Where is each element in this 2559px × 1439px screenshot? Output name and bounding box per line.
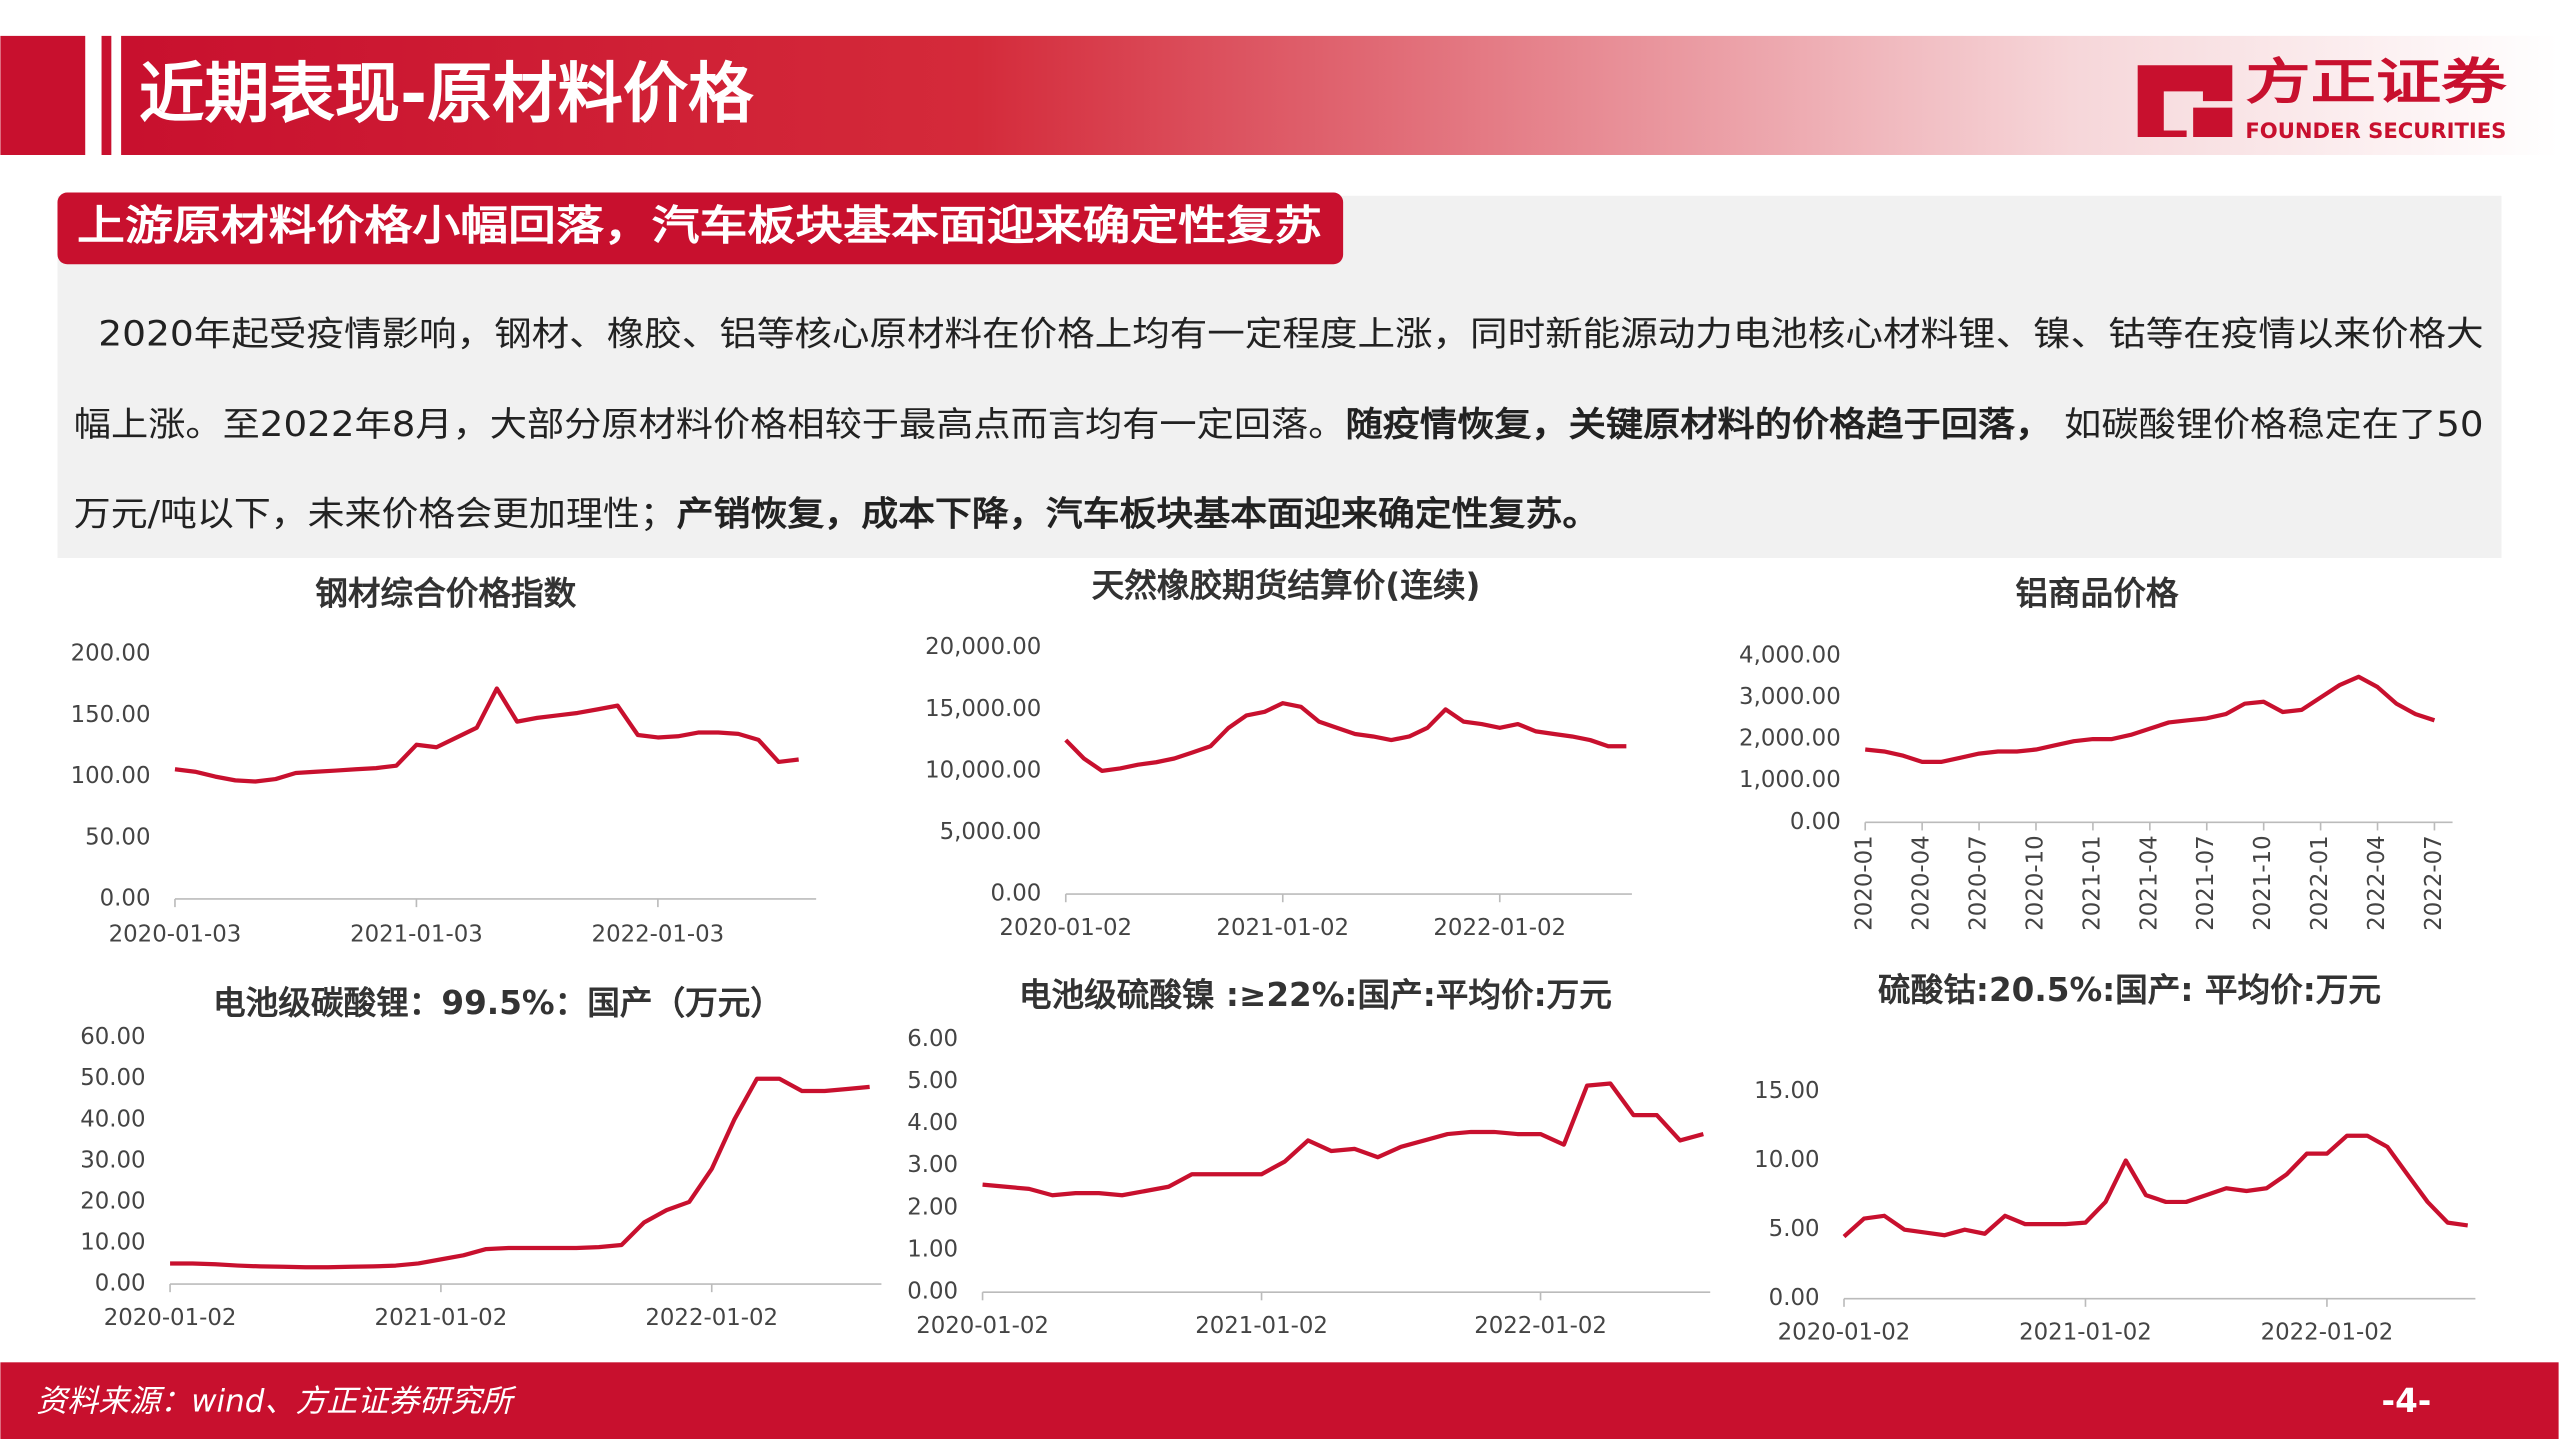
y-tick-label: 20,000.00 bbox=[925, 634, 1041, 660]
x-tick-label: 2020-01-02 bbox=[999, 915, 1132, 941]
y-tick-label: 15.00 bbox=[1754, 1078, 1819, 1104]
logo: 方正证券 FOUNDER SECURITIES bbox=[2137, 53, 2508, 143]
body-text: 幅上涨。至2022年8月，大部分原材料价格相较于最高点而言均有一定回落。 bbox=[74, 404, 1346, 444]
y-tick-label: 10,000.00 bbox=[925, 757, 1041, 783]
chart-title: 钢材综合价格指数 bbox=[315, 575, 576, 613]
x-tick-label: 2022-01-02 bbox=[1474, 1313, 1607, 1339]
x-tick-label: 2021-04 bbox=[2136, 835, 2162, 930]
y-tick-label: 4.00 bbox=[907, 1110, 958, 1136]
subtitle: 上游原材料价格小幅回落，汽车板块基本面迎来确定性复苏 bbox=[77, 201, 1322, 249]
body-text: 如碳酸锂价格稳定在了50 bbox=[2052, 404, 2483, 444]
y-tick-label: 10.00 bbox=[1754, 1147, 1819, 1173]
y-tick-label: 60.00 bbox=[80, 1024, 145, 1050]
x-tick-label: 2022-01-03 bbox=[592, 921, 725, 947]
y-tick-label: 3,000.00 bbox=[1739, 684, 1841, 710]
y-tick-label: 5.00 bbox=[907, 1068, 958, 1094]
x-tick-label: 2020-01 bbox=[1852, 835, 1878, 930]
y-tick-label: 5,000.00 bbox=[940, 819, 1042, 845]
x-tick-label: 2020-10 bbox=[2022, 835, 2048, 930]
x-tick-label: 2020-01-03 bbox=[109, 921, 242, 947]
chart-title: 硫酸钴:20.5%:国产: 平均价:万元 bbox=[1878, 971, 2381, 1009]
logo-mark bbox=[2193, 107, 2233, 138]
y-tick-label: 150.00 bbox=[71, 702, 151, 728]
y-tick-label: 0.00 bbox=[95, 1271, 146, 1297]
x-tick-label: 2020-01-02 bbox=[916, 1313, 1049, 1339]
x-tick-label: 2022-07 bbox=[2421, 835, 2447, 930]
price-line bbox=[982, 1081, 1704, 1198]
logo-en: FOUNDER SECURITIES bbox=[2245, 118, 2506, 143]
y-tick-label: 10.00 bbox=[80, 1229, 145, 1255]
x-tick-label: 2021-01-02 bbox=[1195, 1313, 1328, 1339]
body-text: 万元/吨以下，未来价格会更加理性； bbox=[74, 494, 677, 534]
chart-title: 电池级硫酸镍 :≥22%:国产:平均价:万元 bbox=[1019, 976, 1612, 1014]
y-tick-label: 2.00 bbox=[907, 1194, 958, 1220]
header-block bbox=[0, 35, 86, 155]
y-tick-label: 0.00 bbox=[907, 1279, 958, 1305]
x-tick-label: 2021-01-02 bbox=[2019, 1319, 2152, 1345]
logo-mark bbox=[2137, 65, 2233, 138]
body-bold: 随疫情恢复，关键原材料的价格趋于回落， bbox=[1345, 404, 2052, 444]
footer-bar bbox=[0, 1362, 2559, 1439]
x-tick-label: 2021-01-02 bbox=[1216, 915, 1349, 941]
y-tick-label: 0.00 bbox=[100, 885, 151, 911]
chart-title: 天然橡胶期货结算价(连续) bbox=[1092, 566, 1481, 604]
y-tick-label: 50.00 bbox=[80, 1065, 145, 1091]
x-tick-label: 2022-01-02 bbox=[2261, 1319, 2394, 1345]
body-line: 2020年起受疫情影响，钢材、橡胶、铝等核心原材料在价格上均有一定程度上涨，同时… bbox=[98, 315, 2483, 355]
price-line bbox=[174, 686, 799, 784]
y-tick-label: 0.00 bbox=[1769, 1285, 1820, 1311]
y-tick-label: 0.00 bbox=[1790, 809, 1841, 835]
y-tick-label: 6.00 bbox=[907, 1026, 958, 1052]
body-bold: 产销恢复，成本下降，汽车板块基本面迎来确定性复苏。 bbox=[677, 494, 1600, 534]
x-tick-label: 2021-01-03 bbox=[350, 921, 483, 947]
price-line bbox=[1864, 674, 2436, 765]
x-tick-label: 2021-10 bbox=[2250, 835, 2276, 930]
price-line bbox=[170, 1076, 870, 1270]
y-tick-label: 1.00 bbox=[907, 1237, 958, 1263]
x-tick-label: 2021-01 bbox=[2079, 835, 2105, 930]
y-tick-label: 4,000.00 bbox=[1739, 642, 1841, 668]
y-tick-label: 3.00 bbox=[907, 1152, 958, 1178]
body-line: 万元/吨以下，未来价格会更加理性； 产销恢复，成本下降，汽车板块基本面迎来确定性复… bbox=[74, 494, 1599, 534]
x-tick-label: 2021-01-02 bbox=[375, 1305, 508, 1331]
price-line bbox=[1842, 1133, 2469, 1239]
y-tick-label: 30.00 bbox=[80, 1147, 145, 1173]
y-tick-label: 100.00 bbox=[71, 763, 151, 789]
y-tick-label: 2,000.00 bbox=[1739, 726, 1841, 752]
subtitle-box bbox=[57, 192, 1344, 265]
x-tick-label: 2022-01 bbox=[2307, 835, 2333, 930]
body-line: 幅上涨。至2022年8月，大部分原材料价格相较于最高点而言均有一定回落。 随疫情恢… bbox=[74, 404, 2484, 444]
y-tick-label: 5.00 bbox=[1769, 1216, 1820, 1242]
page-number: -4- bbox=[2382, 1382, 2432, 1420]
x-tick-label: 2022-01-02 bbox=[1433, 915, 1566, 941]
x-tick-label: 2020-01-02 bbox=[1778, 1319, 1911, 1345]
y-tick-label: 20.00 bbox=[80, 1188, 145, 1214]
y-tick-label: 0.00 bbox=[990, 881, 1041, 907]
header-stripe bbox=[101, 35, 112, 155]
source-note: 资料来源：wind、方正证券研究所 bbox=[36, 1384, 517, 1420]
y-tick-label: 50.00 bbox=[85, 824, 150, 850]
price-line bbox=[1064, 701, 1627, 774]
logo-cn: 方正证券 bbox=[2245, 53, 2507, 110]
y-tick-label: 15,000.00 bbox=[925, 696, 1041, 722]
x-tick-label: 2022-01-02 bbox=[645, 1305, 778, 1331]
x-tick-label: 2020-07 bbox=[1966, 835, 1992, 930]
x-tick-label: 2020-04 bbox=[1909, 835, 1935, 930]
chart-title: 电池级碳酸锂：99.5%：国产（万元） bbox=[213, 984, 783, 1022]
y-tick-label: 40.00 bbox=[80, 1106, 145, 1132]
x-tick-label: 2022-04 bbox=[2364, 835, 2390, 930]
x-tick-label: 2020-01-02 bbox=[104, 1305, 237, 1331]
y-tick-label: 200.00 bbox=[71, 641, 151, 667]
chart-title: 铝商品价格 bbox=[2015, 575, 2178, 613]
x-tick-label: 2021-07 bbox=[2193, 835, 2219, 930]
page-title: 近期表现-原材料价格 bbox=[139, 56, 754, 132]
y-tick-label: 1,000.00 bbox=[1739, 767, 1841, 793]
